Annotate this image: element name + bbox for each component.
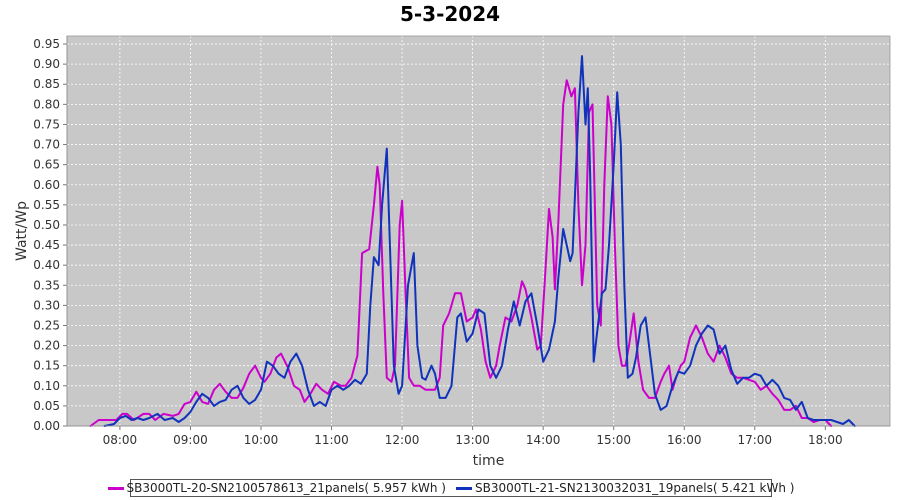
x-tick-label: 14:00 (526, 433, 561, 447)
plot-border (66, 35, 891, 427)
x-tick-label: 08:00 (103, 433, 138, 447)
legend-item-series-2: SB3000TL-21-SN2130032031_19panels( 5.421… (456, 481, 794, 495)
x-tick-label: 13:00 (455, 433, 490, 447)
plot-area (67, 36, 890, 426)
y-tick-label: 0.00 (33, 419, 60, 433)
y-tick-label: 0.85 (33, 77, 60, 91)
legend-swatch-series-2 (456, 486, 472, 490)
y-tick-label: 0.15 (33, 359, 60, 373)
y-tick-label: 0.60 (33, 178, 60, 192)
x-axis-label: time (473, 453, 505, 469)
y-tick-label: 0.20 (33, 339, 60, 353)
series-line-2 (103, 55, 856, 427)
legend-label-series-1: SB3000TL-20-SN2100578613_21panels( 5.957… (126, 481, 446, 495)
y-tick-label: 0.90 (33, 57, 60, 71)
y-tick-label: 0.35 (33, 278, 60, 292)
legend-item-series-1: SB3000TL-20-SN2100578613_21panels( 5.957… (107, 481, 446, 495)
chart-title: 5-3-2024 (399, 2, 501, 26)
y-tick-label: 0.30 (33, 298, 60, 312)
x-tick-label: 10:00 (244, 433, 279, 447)
y-tick-label: 0.95 (33, 37, 60, 51)
x-tick-label: 17:00 (737, 433, 772, 447)
y-tick-label: 0.05 (33, 399, 60, 413)
y-tick-label: 0.10 (33, 379, 60, 393)
legend-label-series-2: SB3000TL-21-SN2130032031_19panels( 5.421… (475, 481, 795, 495)
x-tick-label: 12:00 (385, 433, 420, 447)
y-tick-label: 0.75 (33, 117, 60, 131)
chart-legend: SB3000TL-20-SN2100578613_21panels( 5.957… (107, 479, 794, 497)
y-tick-label: 0.45 (33, 238, 60, 252)
legend-swatch-series-1 (107, 486, 124, 490)
y-tick-label: 0.65 (33, 158, 60, 172)
x-tick-label: 11:00 (314, 433, 349, 447)
y-tick-label: 0.70 (33, 138, 60, 152)
y-tick-label: 0.55 (33, 198, 60, 212)
x-tick-label: 16:00 (667, 433, 702, 447)
x-tick-label: 15:00 (596, 433, 631, 447)
y-tick-label: 0.25 (33, 318, 60, 332)
y-axis-label: Watt/Wp (14, 201, 30, 261)
y-tick-label: 0.50 (33, 218, 60, 232)
x-tick-label: 09:00 (173, 433, 208, 447)
y-tick-label: 0.80 (33, 97, 60, 111)
x-tick-label: 18:00 (808, 433, 843, 447)
series-line-1 (89, 79, 833, 427)
y-tick-label: 0.40 (33, 258, 60, 272)
